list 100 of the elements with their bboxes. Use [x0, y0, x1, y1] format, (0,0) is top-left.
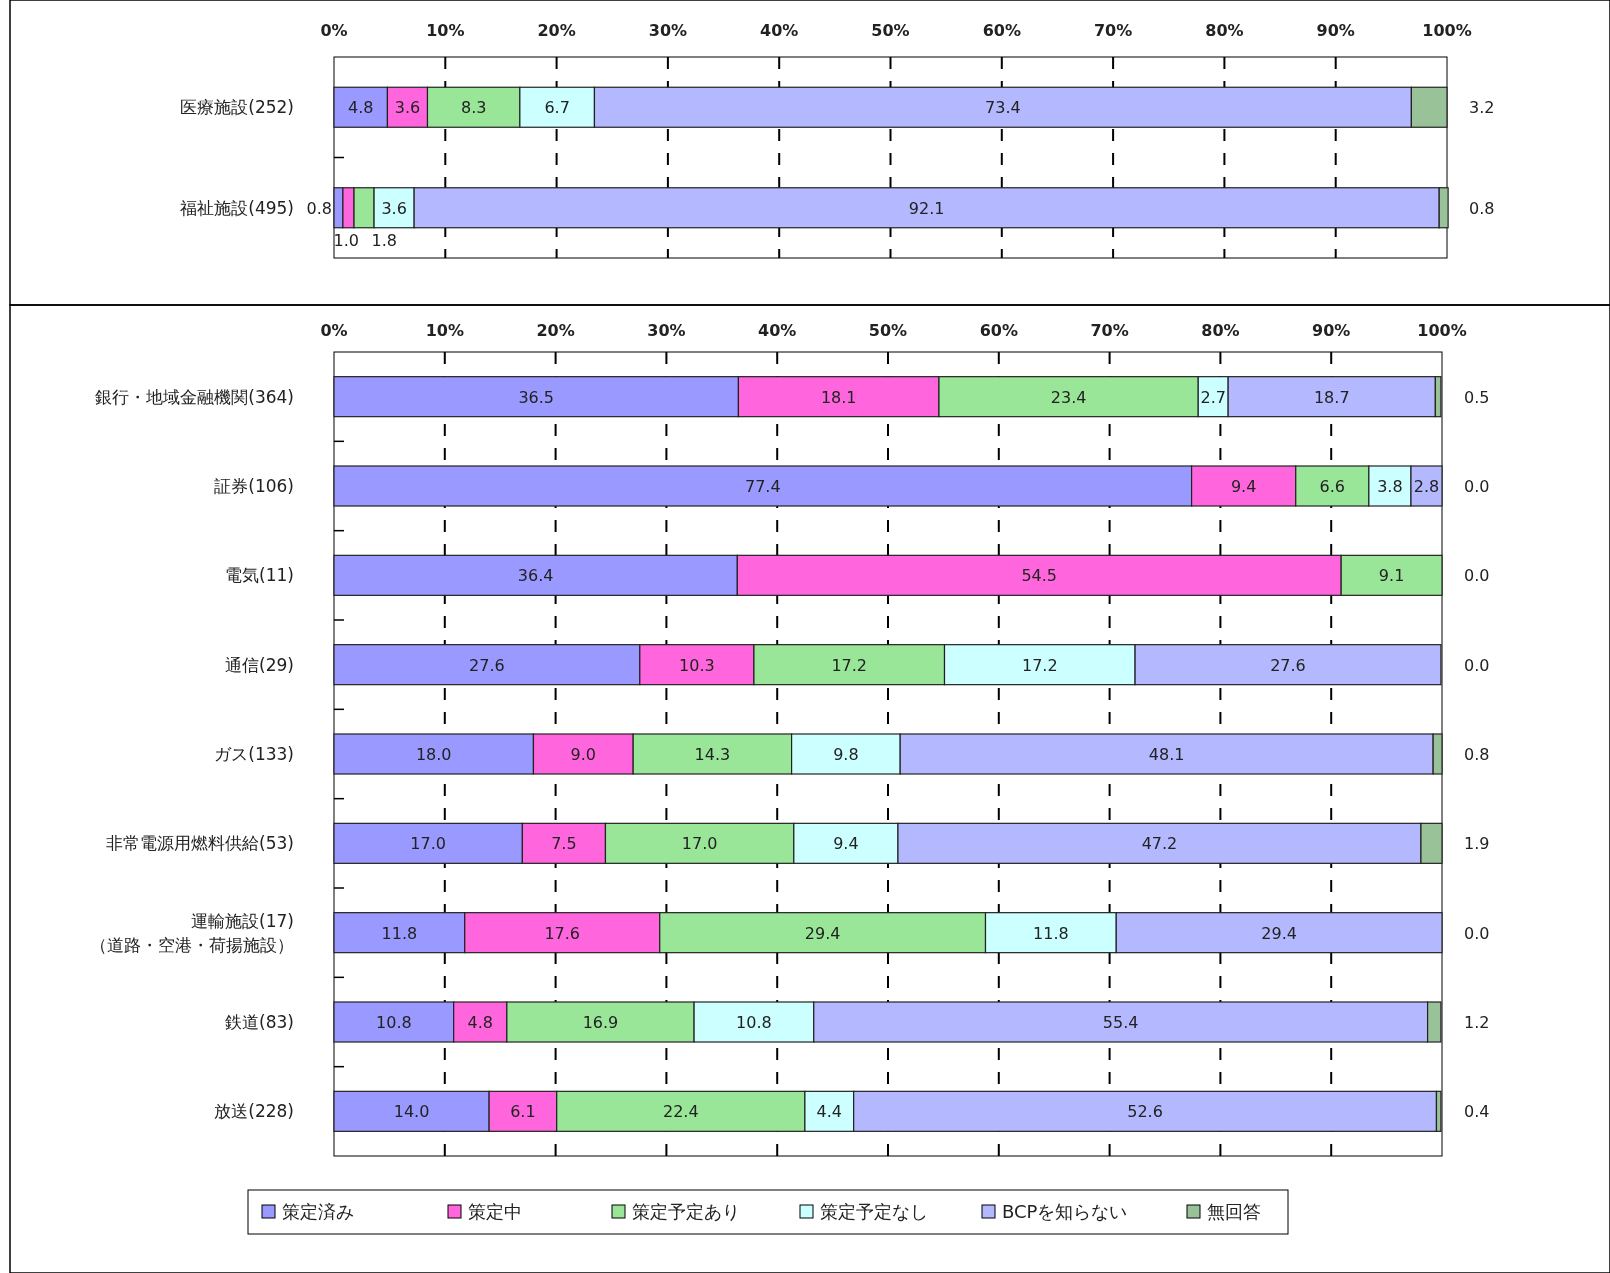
- x-tick-label: 90%: [1312, 321, 1351, 340]
- data-label: 10.8: [736, 1013, 772, 1032]
- data-label: 1.0: [333, 230, 359, 250]
- x-tick-label: 30%: [647, 321, 686, 340]
- data-label: 0.0: [1464, 477, 1490, 496]
- data-label: 14.0: [393, 1102, 430, 1122]
- x-tick-label: 100%: [1417, 321, 1467, 340]
- x-tick-label: 20%: [536, 321, 575, 340]
- data-label: 11.8: [1033, 923, 1069, 943]
- data-label: 9.1: [1378, 566, 1405, 586]
- data-label: 0.0: [1464, 923, 1490, 943]
- data-label: 23.4: [1050, 387, 1087, 407]
- x-tick-label: 80%: [1205, 21, 1244, 40]
- data-label: 11.8: [381, 923, 418, 943]
- legend-label: 策定予定あり: [632, 1201, 740, 1222]
- data-label: 4.4: [816, 1102, 842, 1122]
- data-label: 1.9: [1464, 834, 1490, 854]
- legend-label: BCPを知らない: [1002, 1201, 1128, 1222]
- x-tick-label: 40%: [760, 21, 799, 40]
- data-label: 1.2: [1464, 1013, 1490, 1032]
- x-tick-label: 0%: [320, 21, 348, 40]
- data-label: 36.4: [517, 566, 554, 586]
- data-label: 4.8: [467, 1013, 493, 1032]
- data-label: 29.4: [804, 923, 841, 943]
- x-tick-label: 60%: [982, 21, 1021, 40]
- data-label: 36.5: [518, 387, 555, 407]
- data-label: 6.1: [510, 1102, 536, 1122]
- data-label: 2.8: [1413, 477, 1440, 496]
- data-label: 18.7: [1313, 387, 1350, 407]
- legend-label: 無回答: [1207, 1201, 1261, 1222]
- y-tick-label: 銀行・地域金融機関(364): [95, 386, 294, 407]
- legend-label: 策定済み: [282, 1201, 354, 1222]
- data-label: 10.8: [376, 1013, 412, 1032]
- data-label: 92.1: [908, 198, 945, 218]
- data-label: 17.2: [831, 655, 868, 675]
- data-label: 3.6: [394, 98, 421, 118]
- x-tick-label: 40%: [758, 321, 797, 340]
- data-label: 3.6: [381, 198, 407, 218]
- data-label: 27.6: [1270, 655, 1306, 675]
- y-tick-label: 福祉施設(495): [180, 197, 294, 218]
- data-label: 22.4: [662, 1102, 699, 1122]
- data-label: 2.7: [1200, 387, 1226, 407]
- data-label: 0.8: [1464, 745, 1490, 764]
- x-tick-label: 20%: [537, 21, 576, 40]
- x-tick-label: 80%: [1201, 321, 1240, 340]
- data-label: 0.8: [306, 198, 332, 218]
- data-label: 77.4: [744, 477, 781, 496]
- data-label: 55.4: [1102, 1013, 1139, 1032]
- y-tick-label: ガス(133): [214, 744, 294, 764]
- data-label: 73.4: [985, 98, 1021, 118]
- data-label: 9.0: [570, 745, 597, 764]
- x-tick-label: 0%: [320, 321, 348, 340]
- data-label: 0.0: [1464, 566, 1490, 586]
- data-label: 0.4: [1464, 1102, 1490, 1122]
- data-label: 16.9: [582, 1013, 619, 1032]
- y-tick-label: 証券(106): [214, 476, 294, 496]
- data-label: 14.3: [694, 745, 731, 764]
- y-tick-label: 通信(29): [225, 654, 294, 675]
- data-label: 0.0: [1464, 655, 1490, 675]
- data-label: 8.3: [460, 98, 487, 118]
- x-tick-label: 50%: [868, 321, 908, 340]
- data-label: 9.4: [833, 834, 859, 854]
- x-tick-label: 30%: [648, 21, 688, 40]
- data-label: 6.7: [544, 98, 570, 118]
- x-tick-label: 90%: [1316, 21, 1355, 40]
- data-label: 3.2: [1469, 98, 1495, 118]
- data-label: 18.0: [415, 745, 452, 764]
- data-label: 48.1: [1148, 745, 1185, 764]
- y-tick-label: 電気(11): [225, 565, 294, 586]
- data-label: 10.3: [679, 655, 715, 675]
- data-label: 17.2: [1021, 655, 1058, 675]
- legend-label: 策定予定なし: [820, 1201, 928, 1222]
- data-label: 17.0: [410, 834, 446, 854]
- data-label: 6.6: [1319, 477, 1346, 496]
- y-tick-label: 運輸施設(17) （道路・空港・荷揚施設）: [90, 910, 294, 955]
- y-tick-label: 鉄道(83): [225, 1012, 294, 1032]
- data-label: 9.4: [1230, 477, 1257, 496]
- data-label: 7.5: [551, 834, 577, 854]
- data-label: 47.2: [1141, 834, 1178, 854]
- data-label: 18.1: [820, 387, 857, 407]
- data-label: 52.6: [1127, 1102, 1163, 1122]
- data-label: 17.6: [544, 923, 581, 943]
- x-tick-label: 10%: [425, 321, 464, 340]
- x-tick-label: 100%: [1422, 21, 1472, 40]
- x-tick-label: 50%: [871, 21, 910, 40]
- data-label: 0.5: [1464, 387, 1490, 407]
- data-label: 3.8: [1377, 477, 1403, 496]
- data-label: 9.8: [833, 745, 859, 764]
- data-label: 1.8: [371, 230, 397, 250]
- data-label: 27.6: [469, 655, 505, 675]
- legend-label: 策定中: [468, 1201, 522, 1222]
- data-label: 29.4: [1261, 923, 1297, 943]
- data-label: 4.8: [347, 98, 374, 118]
- data-label: 0.8: [1469, 198, 1495, 218]
- y-tick-label: 医療施設(252): [180, 97, 294, 118]
- x-tick-label: 70%: [1090, 321, 1129, 340]
- data-label: 54.5: [1021, 566, 1058, 586]
- x-tick-label: 70%: [1093, 21, 1133, 40]
- y-tick-label: 非常電源用燃料供給(53): [106, 833, 294, 854]
- y-tick-label: 放送(228): [214, 1101, 294, 1122]
